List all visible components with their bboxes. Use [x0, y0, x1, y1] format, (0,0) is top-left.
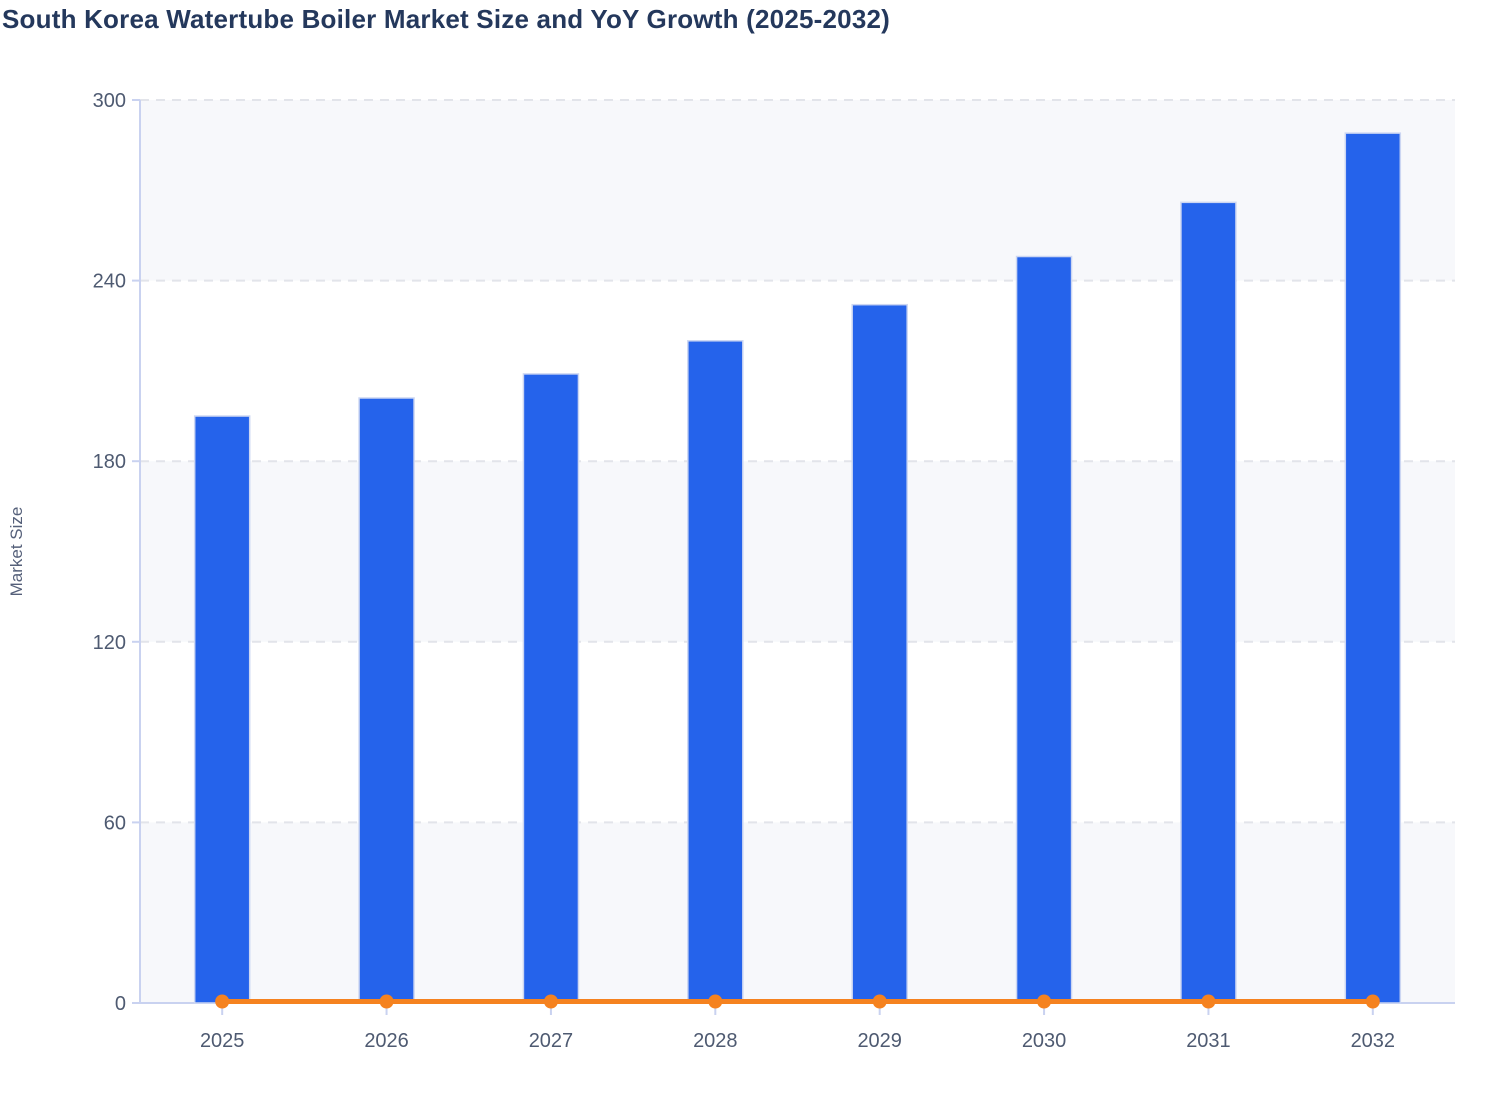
bar-2027[interactable]: [522, 373, 580, 1004]
bar-2025[interactable]: [193, 415, 251, 1004]
y-tick-label-60: 60: [104, 812, 126, 834]
bar-2028[interactable]: [687, 340, 744, 1004]
x-tick-label-2028: 2028: [693, 1030, 738, 1052]
bar-2031[interactable]: [1180, 201, 1237, 1004]
x-tick-label-2026: 2026: [364, 1030, 409, 1052]
x-tick-label-2032: 2032: [1351, 1030, 1396, 1052]
yoy-marker-2026[interactable]: [379, 994, 394, 1009]
yoy-marker-2025[interactable]: [215, 994, 230, 1009]
x-tick-label-2031: 2031: [1186, 1030, 1231, 1052]
y-tick-label-240: 240: [93, 271, 126, 293]
bar-2026[interactable]: [358, 397, 415, 1004]
x-tick-label-2030: 2030: [1022, 1030, 1067, 1052]
chart-title: South Korea Watertube Boiler Market Size…: [2, 4, 890, 34]
y-tick-label-300: 300: [93, 90, 126, 112]
plot-band: [140, 461, 1455, 642]
y-tick-label-180: 180: [93, 451, 126, 473]
x-tick-label-2029: 2029: [857, 1030, 902, 1052]
plot-band: [140, 100, 1455, 281]
plot-band: [140, 822, 1455, 1003]
bar-2032[interactable]: [1344, 132, 1402, 1004]
x-tick-label-2025: 2025: [200, 1030, 245, 1052]
y-axis-label: Market Size: [7, 507, 26, 597]
yoy-marker-2029[interactable]: [872, 994, 887, 1009]
yoy-marker-2030[interactable]: [1037, 994, 1052, 1009]
y-tick-label-0: 0: [115, 993, 126, 1015]
y-tick-label-120: 120: [93, 632, 126, 654]
yoy-marker-2027[interactable]: [543, 994, 558, 1009]
bar-2029[interactable]: [851, 303, 908, 1004]
yoy-marker-2031[interactable]: [1201, 994, 1216, 1009]
yoy-marker-2028[interactable]: [708, 994, 723, 1009]
yoy-marker-2032[interactable]: [1365, 994, 1380, 1009]
x-tick-label-2027: 2027: [529, 1030, 574, 1052]
bar-2030[interactable]: [1015, 255, 1073, 1004]
